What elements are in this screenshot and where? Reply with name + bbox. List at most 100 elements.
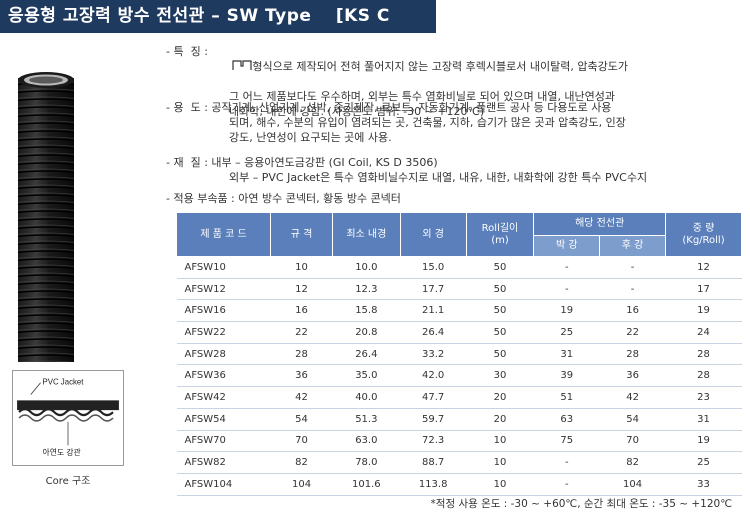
cell-thin: - [533,278,601,301]
cell-min-id: 26.4 [332,343,401,366]
spec-table: 제 품 코 드 규 격 최소 내경 외 경 Roll길이 (m) 해당 전선관 … [175,212,742,496]
cell-weight: 25 [665,451,742,474]
table-row: AFSW22 22 20.8 26.4 50 25 22 24 [176,321,742,344]
cell-od: 42.0 [400,364,467,388]
cell-roll: 10 [466,451,535,474]
cell-weight: 12 [665,256,742,279]
cell-min-id: 63.0 [332,430,401,453]
cell-od: 59.7 [400,408,467,431]
cell-roll: 50 [466,343,535,366]
cell-min-id: 12.3 [332,278,401,301]
cell-weight: 31 [665,408,742,431]
cell-thin: 19 [533,299,601,323]
table-row: AFSW12 12 12.3 17.7 50- -17 [176,278,742,301]
cell-od: 17.7 [400,278,467,301]
table-row: AFSW10 10 10.0 15.0 50- -12 [176,256,742,279]
table-row: AFSW36 36 35.0 42.0 30 39 36 28 [176,364,742,388]
cell-code: AFSW12 [176,278,272,301]
cell-od: 26.4 [400,321,467,344]
interlock-profile-icon [232,60,252,70]
roll-length-label: Roll길이 [481,222,519,234]
cell-size: 12 [270,278,333,301]
uses-section: - 용 도 : 공작기계, 산업기계, 선박, 중기제작, 로보트, 자동화기계… [166,100,626,145]
cell-thin: 39 [533,364,601,388]
cell-code: AFSW70 [176,430,272,453]
cell-size: 16 [270,299,333,323]
cell-weight: 28 [665,343,742,366]
cell-min-id: 101.6 [332,473,401,496]
material-line-1: 내부 – 응용아연도금강판 (GI Coil, KS D 3506) [211,156,438,169]
cell-code: AFSW54 [176,408,272,431]
cell-thin: 63 [533,408,601,431]
cell-min-id: 51.3 [332,408,401,431]
cell-size: 28 [270,343,333,366]
uses-line-2: 되며, 해수, 수분의 유입이 염려되는 곳, 건축물, 지하, 습기가 많은 … [229,116,626,129]
cell-roll: 20 [466,386,535,409]
cell-weight: 24 [665,321,742,344]
cell-code: AFSW42 [176,386,272,409]
cell-code: AFSW82 [176,451,272,474]
cell-thick: 16 [599,299,666,323]
steel-label: 아연도 강관 [43,447,81,457]
cell-size: 36 [270,364,333,388]
cell-weight: 17 [665,278,742,301]
material-section: - 재 질 : 내부 – 응용아연도금강판 (GI Coil, KS D 350… [166,155,647,185]
col-header-roll: Roll길이 (m) [465,212,535,257]
cell-roll: 30 [466,364,535,388]
cell-roll: 50 [466,321,535,344]
cell-weight: 28 [665,364,742,388]
features-section: - 특 징 : 형식으로 제작되어 전혀 풀어지지 않는 고장력 후렉시블로서 … [166,44,628,119]
cell-size: 70 [270,430,333,453]
core-structure-diagram: PVC Jacket 아연도 강관 [12,370,124,466]
material-line-2: 외부 – PVC Jacket은 특수 염화비닐수지로 내열, 내유, 내한, … [229,171,648,184]
cell-weight: 19 [665,299,742,323]
cell-min-id: 20.8 [332,321,401,344]
cell-thick: 36 [599,364,666,388]
accessories-label: - 적용 부속품 : [166,192,239,205]
cell-min-id: 40.0 [332,386,401,409]
cell-thick: 70 [599,430,666,453]
cell-size: 22 [270,321,333,344]
cell-weight: 19 [665,430,742,453]
cell-code: AFSW104 [176,473,272,496]
cell-size: 82 [270,451,333,474]
conduit-product-image [18,72,74,362]
cell-min-id: 35.0 [332,364,401,388]
uses-line-1: 공작기계, 산업기계, 선박, 중기제작, 로보트, 자동화기계, 플랜트 공사… [211,101,612,114]
pvc-jacket-label: PVC Jacket [43,378,85,387]
cell-od: 33.2 [400,343,467,366]
col-header-weight: 중 량 (Kg/Roll) [665,212,742,257]
standard-code: [KS C 8422] [8,6,390,59]
col-header-size: 규 격 [270,212,333,257]
cell-code: AFSW10 [176,256,272,279]
cell-od: 47.7 [400,386,467,409]
col-header-od: 외 경 [399,212,467,257]
cell-code: AFSW28 [176,343,272,366]
cell-od: 88.7 [400,451,467,474]
col-header-min-id: 최소 내경 [331,212,401,257]
cell-od: 113.8 [400,473,467,496]
cell-thin: 25 [533,321,601,344]
features-line-2: 그 어느 제품보다도 우수하며, 외부는 특수 염화비닐로 되어 있으며 내열,… [229,90,616,103]
features-label: - 특 징 : [166,45,212,58]
accessories-section: - 적용 부속품 : 아연 방수 콘넥터, 황동 방수 콘넥터 [166,191,401,206]
table-row: AFSW28 28 26.4 33.2 50 31 28 28 [176,343,742,366]
cell-od: 15.0 [400,256,467,279]
cell-thin: - [533,256,601,279]
cell-thick: - [599,278,666,301]
cell-thin: 51 [533,386,601,409]
table-row: AFSW104 104 101.6 113.8 10-104 33 [176,473,742,496]
cell-roll: 50 [466,278,535,301]
cell-roll: 20 [466,408,535,431]
cell-thick: - [599,256,666,279]
cell-od: 21.1 [400,299,467,323]
cell-thin: 75 [533,430,601,453]
table-row: AFSW16 16 15.8 21.1 50 19 16 19 [176,299,742,323]
features-line-1: 형식으로 제작되어 전혀 풀어지지 않는 고장력 후렉시블로서 내이탈력, 압축… [252,60,628,73]
page-title: 응용형 고장력 방수 전선관 – SW Type [8,6,312,26]
cell-thick: 104 [599,473,666,496]
cell-min-id: 78.0 [332,451,401,474]
cell-thick: 82 [599,451,666,474]
roll-unit-label: (m) [491,234,509,246]
weight-label: 중 량 [692,222,715,234]
